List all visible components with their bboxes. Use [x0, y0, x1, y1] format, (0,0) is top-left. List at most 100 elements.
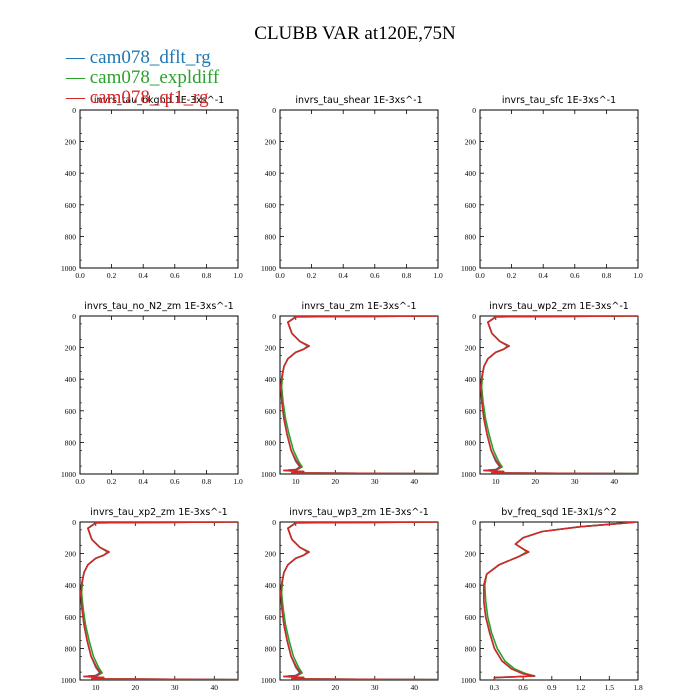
plot-frame [279, 521, 439, 681]
series-line-cam078_dflt_rg [280, 522, 438, 680]
x-tick-label: 20 [532, 477, 540, 486]
y-tick-label: 200 [265, 344, 277, 353]
legend-entry-2: — cam078_qt1_rg [65, 87, 209, 108]
y-tick-label: 400 [265, 375, 277, 384]
x-tick-label: 0.2 [507, 271, 517, 280]
y-tick-label: 200 [265, 138, 277, 147]
panel-title: invrs_tau_sfc 1E-3xs^-1 [502, 95, 616, 106]
panel-8: bv_freq_sqd 1E-3x1/s^2 0 200 400 600 800 1000 0… [461, 507, 643, 692]
x-tick-label: 20 [332, 683, 340, 692]
series-line-cam078_expldiff [80, 522, 238, 680]
x-tick-label: 0.8 [602, 271, 612, 280]
y-tick-label: 0 [72, 106, 76, 115]
x-tick-label: 0.9 [547, 683, 557, 692]
legend-entry-1: — cam078_expldiff [65, 67, 220, 88]
series-line-cam078_dflt_rg [80, 522, 238, 680]
y-tick-label: 200 [65, 550, 77, 559]
y-tick-label: 800 [465, 644, 477, 653]
panel-title: invrs_tau_xp2_zm 1E-3xs^-1 [90, 507, 227, 518]
y-tick-label: 400 [65, 169, 77, 178]
y-tick-label: 0 [72, 312, 76, 321]
x-tick-label: 0.6 [370, 271, 380, 280]
series-line-cam078_expldiff [480, 316, 638, 474]
y-tick-label: 1000 [61, 676, 76, 685]
x-tick-label: 0.4 [139, 477, 149, 486]
panel-title: invrs_tau_zm 1E-3xs^-1 [302, 301, 417, 312]
panel-5: invrs_tau_wp2_zm 1E-3xs^-1 0 200 400 600 800 1… [461, 301, 639, 486]
y-tick-label: 0 [272, 312, 276, 321]
panel-title: invrs_tau_no_N2_zm 1E-3xs^-1 [84, 301, 233, 312]
series-group [80, 522, 238, 680]
y-tick-label: 800 [265, 232, 277, 241]
x-tick-label: 10 [492, 477, 500, 486]
panel-2: invrs_tau_sfc 1E-3xs^-1 0 200 400 600 800 1000… [461, 95, 643, 280]
x-tick-label: 40 [611, 477, 619, 486]
plot-frame [79, 109, 239, 269]
series-line-cam078_qt1_rg [483, 522, 637, 680]
plot-frame [79, 521, 239, 681]
x-tick-label: 40 [411, 477, 419, 486]
legend: — cam078_dflt_rg — cam078_expldiff — cam… [65, 47, 220, 108]
series-line-cam078_dflt_rg [483, 522, 637, 680]
y-tick-label: 600 [265, 613, 277, 622]
panel-title: invrs_tau_shear 1E-3xs^-1 [295, 95, 422, 106]
series-group [480, 316, 638, 474]
plot-frame [79, 315, 239, 475]
y-tick-label: 400 [265, 169, 277, 178]
x-tick-label: 0.4 [139, 271, 149, 280]
y-tick-label: 800 [465, 232, 477, 241]
series-line-cam078_expldiff [280, 316, 438, 474]
y-tick-label: 400 [65, 375, 77, 384]
y-tick-label: 200 [65, 138, 77, 147]
x-tick-label: 40 [211, 683, 219, 692]
y-tick-label: 400 [465, 581, 477, 590]
plot-frame [479, 109, 639, 269]
plot-frame [279, 315, 439, 475]
x-tick-label: 0.8 [202, 477, 212, 486]
y-tick-label: 400 [465, 375, 477, 384]
panel-3: invrs_tau_no_N2_zm 1E-3xs^-1 0 200 400 600 80… [61, 301, 243, 486]
plot-frame [479, 315, 639, 475]
x-tick-label: 1.5 [605, 683, 615, 692]
x-tick-label: 0.0 [475, 271, 485, 280]
x-tick-label: 30 [371, 477, 379, 486]
x-tick-label: 0.0 [275, 271, 285, 280]
series-line-cam078_dflt_rg [280, 316, 438, 474]
x-tick-label: 30 [171, 683, 179, 692]
x-tick-label: 0.6 [570, 271, 580, 280]
y-tick-label: 0 [472, 106, 476, 115]
series-line-cam078_qt1_rg [280, 522, 438, 680]
y-tick-label: 600 [65, 613, 77, 622]
y-tick-label: 400 [65, 581, 77, 590]
x-tick-label: 0.2 [107, 477, 117, 486]
y-tick-label: 0 [72, 518, 76, 527]
y-tick-label: 0 [272, 106, 276, 115]
x-tick-label: 0.0 [75, 271, 85, 280]
y-tick-label: 1000 [261, 264, 276, 273]
y-tick-label: 1000 [61, 470, 76, 479]
x-tick-label: 1.0 [433, 271, 443, 280]
x-tick-label: 0.0 [75, 477, 85, 486]
x-tick-label: 30 [371, 683, 379, 692]
y-tick-label: 0 [472, 312, 476, 321]
x-tick-label: 1.0 [233, 477, 243, 486]
panel-0: invrs_tau_bkgnd 1E-3xs^-1 0 200 400 600 800 10… [61, 95, 243, 280]
series-line-cam078_expldiff [484, 522, 637, 680]
panel-6: invrs_tau_xp2_zm 1E-3xs^-1 0 200 400 600 800 1… [61, 507, 239, 692]
x-tick-label: 10 [92, 683, 100, 692]
x-tick-label: 0.6 [170, 271, 180, 280]
y-tick-label: 200 [465, 550, 477, 559]
y-tick-label: 600 [65, 407, 77, 416]
x-tick-label: 30 [571, 477, 579, 486]
x-tick-label: 20 [332, 477, 340, 486]
panel-7: invrs_tau_wp3_zm 1E-3xs^-1 0 200 400 600 800 1… [261, 507, 439, 692]
plot-frame [479, 521, 639, 681]
y-tick-label: 600 [265, 201, 277, 210]
series-line-cam078_qt1_rg [80, 522, 238, 680]
x-tick-label: 0.4 [539, 271, 549, 280]
y-tick-label: 1000 [61, 264, 76, 273]
x-tick-label: 1.0 [633, 271, 643, 280]
series-line-cam078_qt1_rg [280, 316, 438, 474]
x-tick-label: 0.3 [490, 683, 500, 692]
